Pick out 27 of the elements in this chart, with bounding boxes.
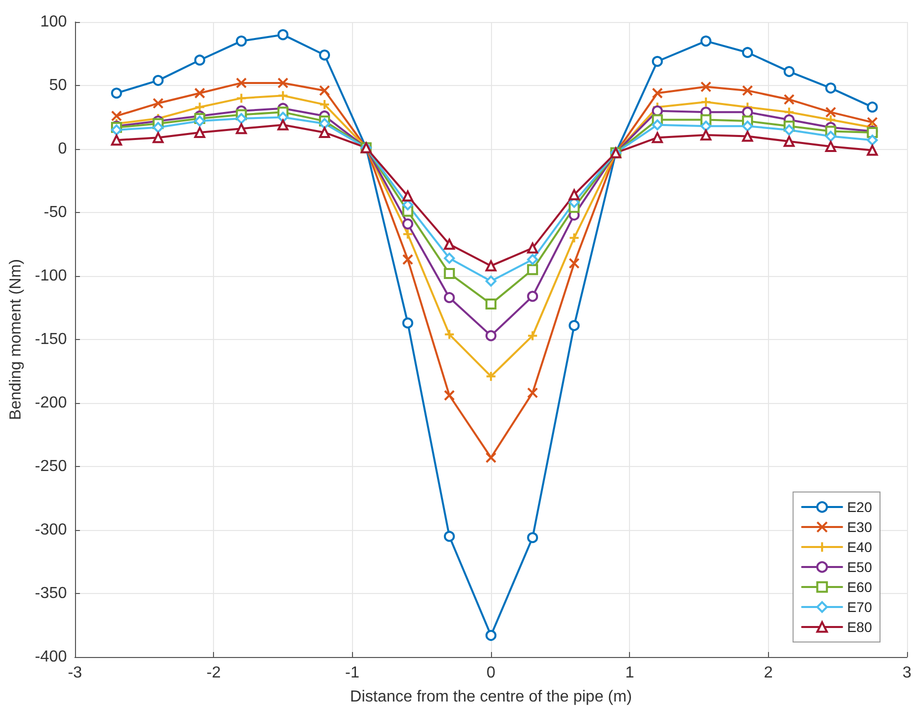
legend-label: E20: [847, 499, 872, 515]
legend-label: E40: [847, 539, 872, 555]
y-tick-label: -200: [34, 394, 68, 412]
y-tick-label: 0: [58, 140, 68, 158]
y-tick-label: -300: [34, 522, 68, 538]
y-tick-label: -150: [34, 331, 68, 348]
x-tick-label: -2: [206, 664, 221, 682]
y-tick-label: -350: [34, 585, 68, 602]
legend-label: E30: [847, 519, 872, 535]
x-tick-label: -1: [345, 664, 360, 682]
y-tick-label: -250: [34, 458, 68, 475]
x-tick-label: 3: [902, 664, 912, 682]
y-axis-title: Bending moment (Nm): [8, 259, 24, 420]
legend-label: E60: [847, 579, 872, 595]
y-tick-label: 50: [49, 77, 68, 94]
y-tick-label: -100: [34, 268, 68, 284]
x-tick-label: 2: [764, 664, 773, 682]
legend-label: E70: [847, 599, 872, 615]
y-tick-label: -400: [34, 648, 68, 666]
y-tick-label: 100: [40, 14, 68, 30]
x-tick-label: 0: [486, 664, 496, 682]
y-tick-label: -50: [44, 204, 68, 221]
legend-label: E80: [847, 619, 872, 635]
x-tick-label: 1: [625, 664, 634, 682]
legend-label: E50: [847, 559, 872, 575]
x-axis-title: Distance from the centre of the pipe (m): [350, 688, 632, 706]
x-tick-label: -3: [68, 664, 82, 682]
